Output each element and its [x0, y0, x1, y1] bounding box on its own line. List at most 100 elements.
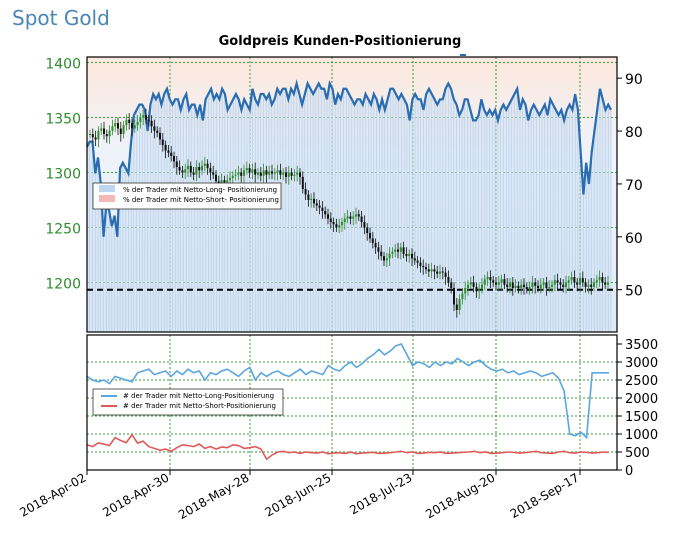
- price-candle-body: [411, 253, 413, 259]
- price-candle-body: [399, 247, 402, 252]
- price-candle-body: [343, 218, 346, 222]
- price-candle-body: [369, 233, 371, 239]
- price-candle-body: [335, 224, 338, 228]
- net-long-count-line: [86, 343, 609, 440]
- bottom-panel-frame: [86, 334, 618, 471]
- price-candle-body: [397, 249, 399, 252]
- price-candle-body: [296, 172, 299, 175]
- price-candle-body: [439, 271, 441, 274]
- price-candle-body: [105, 134, 108, 137]
- price-candle-body: [136, 121, 139, 126]
- price-candle-body: [584, 282, 587, 287]
- bottom-right-axis-tick-label: 2000: [625, 392, 658, 407]
- price-candle-body: [231, 175, 234, 178]
- price-candle-body: [318, 205, 321, 208]
- price-candle-body: [276, 170, 279, 173]
- price-candle-body: [217, 181, 220, 184]
- price-candle-body: [243, 170, 245, 176]
- price-candle-body: [461, 293, 464, 299]
- price-candle-body: [175, 161, 178, 167]
- price-candle-body: [257, 172, 259, 175]
- price-candle-body: [338, 225, 341, 228]
- price-candle-body: [607, 282, 609, 285]
- price-candle-body: [327, 214, 329, 219]
- price-candle-body: [422, 266, 425, 268]
- price-candle-body: [215, 174, 217, 182]
- price-candle-body: [537, 285, 539, 288]
- price-candle-body: [525, 286, 528, 290]
- net-long-percent-line: [86, 79, 612, 237]
- left-axis-tick-label: 1200: [45, 277, 81, 293]
- price-candle-body: [464, 288, 467, 294]
- price-candle-body: [346, 216, 349, 219]
- price-candle-body: [601, 277, 604, 283]
- price-candle-body: [455, 304, 458, 310]
- price-candle-body: [475, 286, 478, 292]
- bottom-right-axis-tick-label: 3500: [625, 338, 658, 353]
- top-legend-box: [92, 182, 282, 210]
- price-candle-body: [450, 282, 453, 288]
- price-candle-body: [528, 286, 531, 290]
- price-candle-body: [114, 123, 117, 127]
- price-candle-body: [593, 282, 595, 287]
- price-candle-body: [268, 171, 271, 175]
- price-candle-body: [234, 174, 237, 176]
- price-candle-body: [170, 152, 173, 156]
- price-candle-body: [133, 125, 136, 129]
- price-candle-body: [567, 280, 570, 283]
- x-axis-tick-label: 2018-May-28: [176, 470, 251, 522]
- price-candle-body: [262, 170, 265, 176]
- price-candle-body: [570, 277, 573, 281]
- price-candle-body: [189, 165, 192, 173]
- price-candle-body: [285, 172, 287, 177]
- price-candle-body: [556, 280, 559, 283]
- price-candle-body: [187, 165, 189, 170]
- price-candle-body: [142, 115, 145, 118]
- price-candle-body: [380, 251, 383, 257]
- price-candle-body: [497, 282, 500, 285]
- bottom-right-axis-tick-label: 2500: [625, 374, 658, 389]
- price-candle-body: [119, 128, 122, 134]
- bottom-right-axis-tick-label: 1000: [625, 428, 658, 443]
- price-candle-body: [590, 284, 593, 287]
- chart-title: Goldpreis Kunden-Positionierung: [218, 34, 462, 49]
- price-candle-body: [416, 260, 419, 263]
- price-candle-body: [195, 167, 198, 175]
- price-candle-body: [374, 242, 377, 248]
- price-candle-body: [103, 128, 105, 134]
- top-legend-label: % der Trader mit Netto-Long- Positionier…: [123, 186, 277, 194]
- price-candle-body: [307, 194, 310, 200]
- price-candle-body: [545, 282, 548, 288]
- page-header-title: Spot Gold: [12, 6, 110, 30]
- price-candle-body: [598, 277, 601, 281]
- price-candle-body: [503, 279, 506, 285]
- price-candle-body: [251, 169, 254, 173]
- price-candle-body: [355, 214, 357, 217]
- price-candle-body: [377, 247, 380, 252]
- price-candle-body: [514, 285, 517, 288]
- price-candle-body: [89, 134, 91, 135]
- price-candle-body: [587, 284, 590, 287]
- price-candle-body: [97, 130, 100, 140]
- price-candle-body: [223, 180, 226, 183]
- price-candle-body: [531, 282, 534, 287]
- price-candle-body: [248, 168, 251, 173]
- price-candle-body: [489, 277, 492, 281]
- bottom-legend-label: # der Trader mit Netto-Long-Positionieru…: [123, 392, 274, 400]
- right-axis-tick-label: 90: [625, 72, 643, 88]
- price-candle-body: [425, 267, 427, 270]
- price-candle-body: [579, 278, 581, 285]
- price-candle-body: [259, 172, 262, 176]
- right-axis-tick-label: 80: [625, 125, 643, 141]
- price-candle-body: [444, 272, 447, 277]
- price-candle-body: [352, 216, 355, 219]
- price-candle-body: [360, 216, 363, 222]
- price-candle-body: [128, 119, 131, 123]
- price-candle-body: [517, 285, 520, 288]
- price-candle-body: [408, 253, 411, 257]
- price-candle-body: [539, 284, 542, 288]
- price-candle-body: [509, 282, 511, 287]
- price-candle-body: [226, 180, 229, 183]
- price-candle-body: [100, 128, 103, 131]
- right-axis-tick-label: 70: [625, 178, 643, 194]
